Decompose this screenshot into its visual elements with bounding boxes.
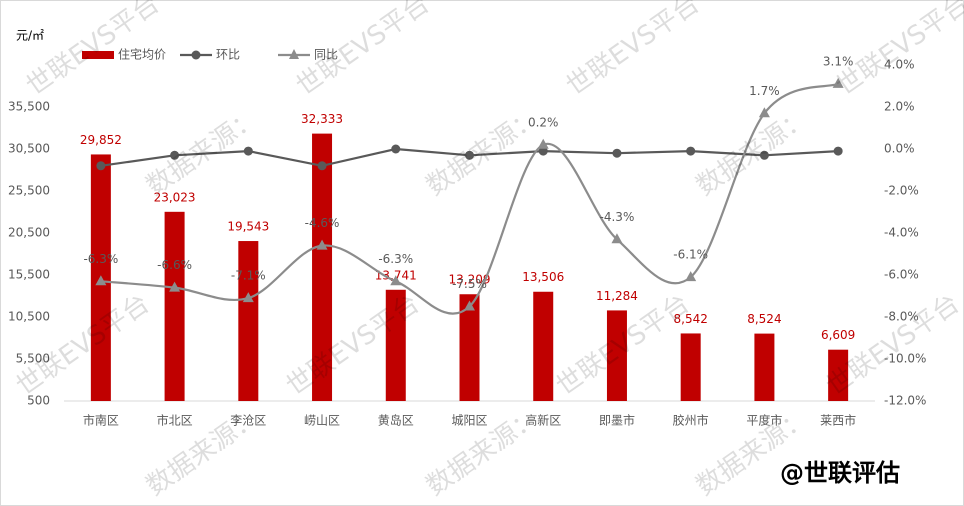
y2-tick-label: -10.0% bbox=[884, 352, 926, 366]
marker bbox=[243, 146, 253, 156]
marker bbox=[316, 239, 328, 250]
bar bbox=[828, 349, 849, 401]
data-label: 19,543 bbox=[227, 220, 269, 234]
y-tick-label: 10,500 bbox=[8, 310, 50, 324]
marker bbox=[169, 281, 181, 292]
legend-swatch bbox=[191, 50, 201, 60]
marker bbox=[170, 150, 180, 160]
credit: @世联评估 bbox=[780, 459, 900, 487]
x-tick-label: 城阳区 bbox=[451, 414, 487, 428]
data-label: 29,852 bbox=[80, 133, 122, 147]
marker bbox=[95, 275, 107, 286]
x-tick-label: 黄岛区 bbox=[378, 413, 414, 428]
data-label: -6.3% bbox=[83, 252, 118, 266]
marker bbox=[391, 144, 401, 154]
y2-tick-label: 2.0% bbox=[884, 100, 915, 114]
marker bbox=[242, 292, 254, 303]
marker bbox=[685, 271, 697, 282]
y2-tick-label: -4.0% bbox=[884, 226, 919, 240]
data-label: -4.6% bbox=[305, 216, 340, 230]
data-label: 1.7% bbox=[749, 84, 780, 98]
legend-label: 住宅均价 bbox=[118, 47, 166, 62]
bar bbox=[312, 133, 333, 402]
y2-tick-label: -12.0% bbox=[884, 394, 926, 408]
x-tick-label: 市北区 bbox=[157, 413, 193, 428]
x-tick-label: 李沧区 bbox=[230, 413, 266, 428]
marker bbox=[759, 150, 769, 160]
marker bbox=[390, 275, 402, 286]
marker bbox=[538, 146, 548, 156]
y-tick-label: 15,500 bbox=[8, 268, 50, 282]
legend-label: 环比 bbox=[216, 48, 240, 62]
data-label: 11,284 bbox=[596, 289, 638, 303]
y2-tick-label: 4.0% bbox=[884, 58, 915, 72]
y2-tick-label: -6.0% bbox=[884, 268, 919, 282]
data-label: 8,524 bbox=[747, 312, 781, 326]
bar bbox=[385, 289, 406, 401]
x-tick-label: 胶州市 bbox=[673, 413, 709, 428]
y-tick-label: 20,500 bbox=[8, 226, 50, 240]
bar bbox=[680, 333, 701, 401]
marker bbox=[465, 150, 474, 160]
bar bbox=[459, 294, 480, 401]
legend-swatch bbox=[289, 49, 299, 59]
x-tick-label: 崂山区 bbox=[304, 414, 340, 428]
marker bbox=[758, 107, 770, 118]
marker bbox=[833, 146, 843, 156]
bar bbox=[164, 211, 185, 401]
bar bbox=[533, 291, 554, 401]
marker bbox=[832, 77, 844, 88]
data-label: 23,023 bbox=[154, 190, 196, 204]
data-label: -6.1% bbox=[673, 248, 708, 262]
marker bbox=[686, 146, 696, 156]
data-label: -7.1% bbox=[231, 269, 266, 283]
data-label: -7.5% bbox=[452, 277, 487, 291]
data-label: 8,542 bbox=[674, 312, 708, 326]
y2-tick-label: -2.0% bbox=[884, 184, 919, 198]
bar bbox=[606, 310, 627, 401]
x-tick-label: 市南区 bbox=[83, 413, 119, 428]
data-label: -6.6% bbox=[157, 258, 192, 272]
marker bbox=[96, 161, 106, 171]
y-tick-label: 35,500 bbox=[8, 100, 50, 114]
y2-tick-label: -8.0% bbox=[884, 310, 919, 324]
bar bbox=[238, 241, 259, 401]
data-label: 13,209 bbox=[449, 273, 491, 287]
x-tick-label: 莱西市 bbox=[820, 413, 856, 428]
y-tick-label: 25,500 bbox=[8, 184, 50, 198]
x-tick-label: 高新区 bbox=[525, 413, 561, 428]
data-label: -6.3% bbox=[378, 252, 413, 266]
x-tick-label: 平度市 bbox=[746, 413, 782, 428]
data-label: 32,333 bbox=[301, 112, 343, 126]
data-label: 13,741 bbox=[375, 268, 417, 282]
bar bbox=[754, 333, 775, 401]
legend-swatch bbox=[82, 51, 114, 59]
marker bbox=[611, 233, 623, 244]
y-tick-label: 30,500 bbox=[8, 142, 50, 156]
y-tick-label: 5,500 bbox=[16, 352, 50, 366]
legend-label: 同比 bbox=[314, 48, 338, 62]
marker bbox=[612, 148, 622, 158]
data-label: -4.3% bbox=[600, 210, 635, 224]
y2-tick-label: 0.0% bbox=[884, 142, 915, 156]
marker bbox=[317, 161, 327, 171]
x-tick-label: 即墨市 bbox=[599, 413, 635, 428]
y-tick-label: 500 bbox=[27, 394, 50, 408]
data-label: 6,609 bbox=[821, 328, 855, 342]
marker bbox=[464, 300, 475, 311]
y-axis-label: 元/㎡ bbox=[16, 29, 44, 43]
data-label: 0.2% bbox=[528, 115, 559, 129]
marker bbox=[537, 138, 549, 149]
data-label: 13,506 bbox=[522, 270, 564, 284]
data-label: 3.1% bbox=[823, 54, 854, 68]
